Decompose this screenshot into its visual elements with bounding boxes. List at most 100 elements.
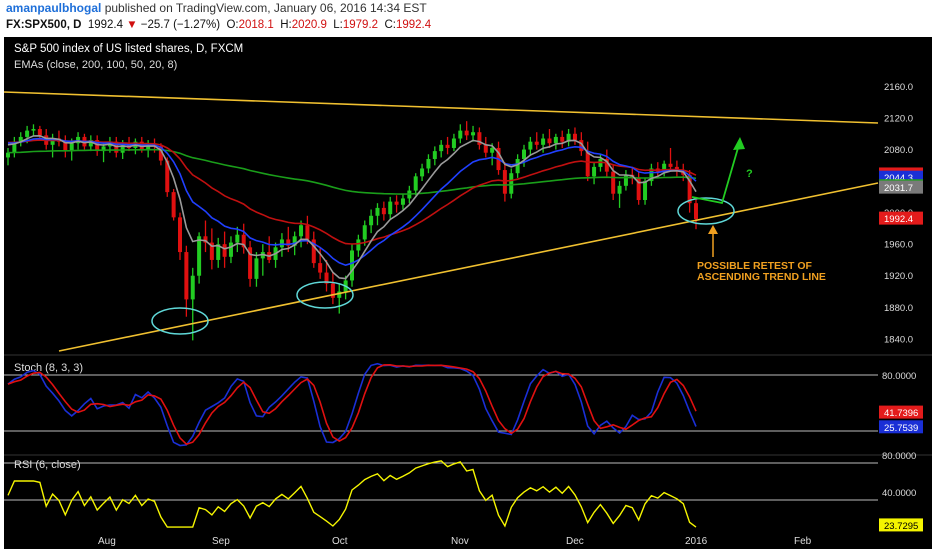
down-arrow-icon: ▼ — [126, 19, 138, 31]
candle-body — [522, 149, 526, 160]
ema-legend[interactable]: EMAs (close, 200, 100, 50, 20, 8) — [14, 59, 177, 71]
time-axis-labels: Aug Sep Oct Nov Dec 2016 Feb — [98, 536, 812, 547]
candle-body — [611, 171, 616, 194]
annotation-line2: ASCENDING TREND LINE — [697, 271, 826, 283]
candle-body — [413, 176, 418, 191]
candle-body — [190, 275, 195, 300]
descending-trendline[interactable] — [4, 91, 879, 124]
last-price: 1992.4 — [87, 19, 123, 31]
candle-body — [388, 201, 393, 215]
trading-chart[interactable]: ? POSSIBLE RETEST OF ASCENDING TREND LIN… — [4, 37, 932, 549]
candle-body — [209, 242, 214, 260]
candle-body — [483, 144, 488, 153]
candle-body — [585, 151, 590, 177]
price-tick-label: 1920.0 — [884, 271, 913, 282]
candle-body — [445, 144, 450, 148]
candle-body — [636, 177, 641, 201]
rsi-badges: 23.7295 — [879, 518, 923, 532]
candle-body — [369, 215, 374, 226]
symbol-label[interactable]: FX:SPX500, D — [6, 19, 82, 31]
candle-body — [674, 166, 679, 171]
candle-body — [592, 166, 597, 177]
candle-body — [356, 239, 361, 251]
question-mark: ? — [746, 168, 753, 180]
candles-layer — [6, 121, 698, 341]
time-axis[interactable] — [4, 533, 932, 549]
rsi-label[interactable]: RSI (6, close) — [14, 459, 81, 471]
candle-body — [566, 133, 571, 142]
candle-body — [547, 138, 552, 144]
rsi-tick-40: 40.0000 — [882, 488, 916, 499]
support-ellipse-aug[interactable] — [151, 307, 209, 335]
candle-body — [31, 129, 36, 131]
candle-body — [668, 163, 673, 167]
candle-body — [362, 225, 367, 240]
candle-body — [528, 141, 533, 150]
support-ellipse-oct[interactable] — [296, 281, 354, 309]
author-link[interactable]: amanpaulbhogal — [6, 1, 102, 15]
ascending-trendline[interactable] — [58, 182, 879, 352]
candle-body — [464, 130, 469, 136]
high-value: 2020.9 — [291, 19, 327, 31]
candle-body — [617, 185, 622, 194]
annotation-line1: POSSIBLE RETEST OF — [697, 260, 813, 272]
candle-body — [279, 239, 284, 248]
price-tick-label: 1880.0 — [884, 303, 913, 314]
candle-body — [235, 234, 240, 243]
time-label: Dec — [566, 536, 584, 547]
chart-title: S&P 500 index of US listed shares, D, FX… — [14, 43, 243, 55]
candle-body — [216, 244, 221, 260]
stoch-badges: 41.7396 25.7539 — [879, 405, 923, 434]
price-change: −25.7 (−1.27%) — [140, 19, 221, 31]
candle-body — [534, 141, 539, 145]
candle-body — [458, 130, 463, 139]
candle-body — [451, 138, 456, 148]
candle-body — [541, 138, 546, 145]
candle-body — [299, 225, 304, 237]
rsi-badge-label: 23.7295 — [884, 521, 918, 532]
candle-body — [37, 129, 42, 136]
green-projection-arrow[interactable] — [691, 140, 741, 205]
price-badge-label: 1992.4 — [884, 214, 913, 225]
candle-body — [184, 252, 189, 300]
candle-body — [426, 159, 431, 169]
stoch-badge — [879, 405, 923, 419]
candle-body — [248, 247, 253, 279]
quote-bar: FX:SPX500, D 1992.4 ▼ −25.7 (−1.27%) O:2… — [6, 19, 431, 35]
candle-body — [63, 141, 68, 152]
candle-body — [579, 140, 584, 152]
price-axis[interactable] — [878, 37, 932, 533]
candle-body — [222, 244, 227, 257]
candle-body — [292, 236, 297, 246]
candle-body — [158, 146, 163, 161]
candle-body — [203, 236, 208, 243]
candle-body — [604, 159, 609, 172]
stoch-badge-label: 25.7539 — [884, 423, 918, 434]
stoch-label[interactable]: Stoch (8, 3, 3) — [14, 362, 83, 374]
candle-body — [120, 144, 125, 153]
price-tick-label: 2080.0 — [884, 145, 913, 156]
publish-header: amanpaulbhogal published on TradingView.… — [6, 1, 427, 19]
candle-body — [643, 181, 648, 201]
ema-200-line — [7, 148, 697, 195]
candle-body — [286, 239, 291, 246]
candle-body — [394, 201, 399, 205]
candle-body — [88, 140, 93, 147]
price-tick-label: 1840.0 — [884, 334, 913, 345]
retest-ellipse[interactable] — [677, 197, 735, 225]
candle-body — [439, 144, 444, 152]
time-label: 2016 — [685, 536, 708, 547]
price-tick-label: 2120.0 — [884, 114, 913, 125]
price-badge — [879, 211, 923, 225]
candle-body — [101, 146, 106, 152]
ema-layer — [7, 134, 697, 280]
ema-100-line — [7, 139, 697, 245]
stoch-d-line — [7, 363, 697, 446]
candle-body — [318, 263, 323, 273]
ema-20-line — [7, 134, 697, 280]
candle-body — [69, 143, 74, 152]
close-label: C: — [384, 19, 396, 31]
candle-body — [324, 272, 329, 284]
time-label: Nov — [451, 536, 469, 547]
published-text: published on TradingView.com, January 06… — [104, 1, 427, 15]
